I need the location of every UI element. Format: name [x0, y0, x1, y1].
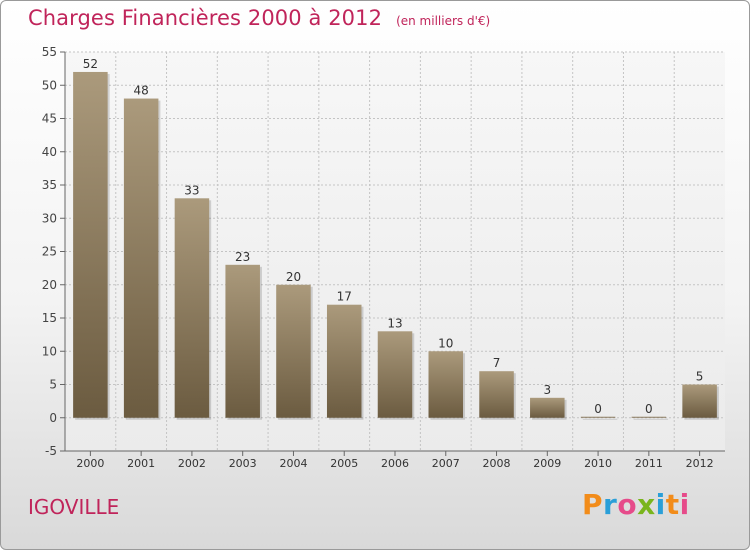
x-tick-label: 2004 [279, 457, 307, 470]
logo-letter: P [582, 488, 604, 521]
bar [326, 304, 362, 418]
x-tick-label: 2000 [76, 457, 104, 470]
commune-name: IGOVILLE [28, 495, 120, 519]
bar [73, 71, 108, 418]
chart-subtitle: (en milliers d'€) [396, 14, 491, 28]
bar-value-label: 20 [286, 270, 301, 284]
bar [631, 416, 667, 418]
y-tick-label: 45 [42, 112, 57, 126]
bar-value-label: 10 [438, 336, 453, 350]
y-tick-label: 55 [42, 45, 57, 59]
logo-letter: i [679, 488, 690, 521]
logo-letter: t [665, 488, 680, 521]
bar-value-label: 7 [493, 356, 501, 370]
y-tick-label: 30 [42, 211, 57, 225]
bar-value-label: 3 [543, 383, 551, 397]
x-tick-label: 2006 [381, 457, 409, 470]
bar [123, 98, 159, 418]
bar-value-label: 5 [696, 370, 704, 384]
y-tick-label: 50 [42, 78, 57, 92]
bar-shadow [582, 418, 618, 420]
bar [428, 351, 464, 418]
x-tick-label: 2003 [229, 457, 257, 470]
bar-value-label: 33 [184, 183, 199, 197]
y-tick-label: 5 [49, 378, 57, 392]
bar-value-label: 13 [387, 316, 402, 330]
x-tick-label: 2002 [178, 457, 206, 470]
y-tick-label: -5 [45, 444, 57, 458]
x-tick-label: 2009 [533, 457, 561, 470]
proxiti-logo: Proxiti [582, 488, 690, 521]
y-tick-label: 25 [42, 245, 57, 259]
y-tick-label: 15 [42, 311, 57, 325]
bar [479, 371, 514, 418]
chart-title: Charges Financières 2000 à 2012 [28, 6, 383, 30]
bar [682, 384, 717, 418]
x-tick-label: 2005 [330, 457, 358, 470]
logo-letter: o [617, 488, 638, 521]
bar-value-label: 0 [645, 402, 653, 416]
logo-letter: i [655, 488, 666, 521]
x-tick-label: 2011 [635, 457, 663, 470]
y-tick-label: 10 [42, 344, 57, 358]
bar-value-label: 23 [235, 250, 250, 264]
bar [530, 397, 565, 418]
bar-shadow [633, 418, 669, 420]
bar [225, 264, 260, 418]
chart-header: Charges Financières 2000 à 2012 (en milli… [28, 6, 490, 30]
bar-value-label: 52 [83, 57, 98, 71]
bar-value-label: 0 [594, 402, 602, 416]
y-tick-label: 40 [42, 145, 57, 159]
bar [276, 284, 311, 418]
y-tick-label: 0 [49, 411, 57, 425]
logo-letter: x [637, 488, 656, 521]
bars: 52 48 33 23 20 17 13 10 7 3 0 0 5 [73, 57, 719, 420]
bar [580, 416, 616, 418]
y-tick-label: 20 [42, 278, 57, 292]
logo-letter: r [603, 488, 618, 521]
x-tick-label: 2010 [584, 457, 612, 470]
x-tick-label: 2008 [483, 457, 511, 470]
y-tick-label: 35 [42, 178, 57, 192]
x-tick-label: 2007 [432, 457, 460, 470]
bar [377, 331, 413, 418]
x-tick-label: 2001 [127, 457, 155, 470]
bar-value-label: 17 [337, 290, 352, 304]
bar-value-label: 48 [134, 84, 149, 98]
x-tick-label: 2012 [686, 457, 714, 470]
bar [174, 198, 210, 418]
